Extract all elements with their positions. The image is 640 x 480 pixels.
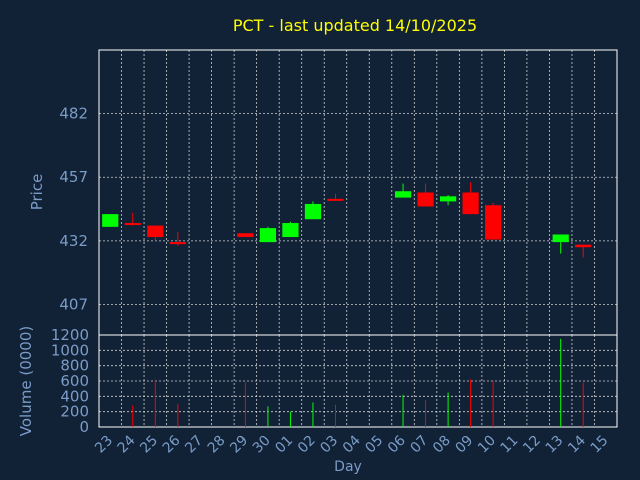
candle-body-down: [575, 244, 592, 248]
candle-body-up: [552, 234, 569, 243]
candle-body-up: [282, 223, 299, 238]
price-grid: [99, 50, 617, 335]
candle-body-up: [439, 196, 457, 202]
candle-body-down: [485, 205, 502, 240]
price-tick-label: 432: [59, 232, 88, 250]
price-tick-label: 457: [59, 168, 88, 186]
volume-tick-label: 400: [60, 387, 89, 405]
candle-body-down: [417, 192, 434, 207]
candle-body-down: [462, 192, 479, 215]
volume-panel-frame: [98, 334, 618, 428]
volume-tick-label: 200: [60, 403, 89, 421]
volume-tick-label: 0: [79, 418, 89, 436]
candle-body-down: [327, 198, 344, 201]
chart-title: PCT - last updated 14/10/2025: [233, 16, 477, 35]
candle-body-down: [169, 242, 186, 245]
volume-tick-label: 800: [60, 357, 89, 375]
candle-body-up: [102, 214, 119, 227]
volume-tick-label: 1200: [51, 326, 89, 344]
x-tick-labels: 2324252627282930010203040506070809101112…: [92, 432, 611, 456]
price-tick-label: 482: [59, 105, 88, 123]
candle-body-up: [259, 228, 277, 243]
price-tick-label: 407: [59, 295, 88, 313]
volume-tick-label: 1000: [51, 341, 89, 359]
candle-body-down: [237, 233, 254, 238]
candles: [102, 182, 592, 258]
candle-body-down: [147, 225, 164, 238]
volume-grid: [99, 335, 617, 427]
price-axis-label: Price: [28, 174, 46, 211]
price-tick-labels: 407 432 457 482: [59, 105, 88, 314]
volume-axis-label: Volume (0000): [17, 326, 35, 436]
x-axis-label: Day: [334, 459, 362, 475]
volume-tick-label: 600: [60, 372, 89, 390]
candle-body-up: [304, 203, 322, 220]
candle-body-down: [124, 223, 141, 226]
volume-bars: [132, 338, 584, 427]
candle-body-up: [394, 191, 412, 198]
